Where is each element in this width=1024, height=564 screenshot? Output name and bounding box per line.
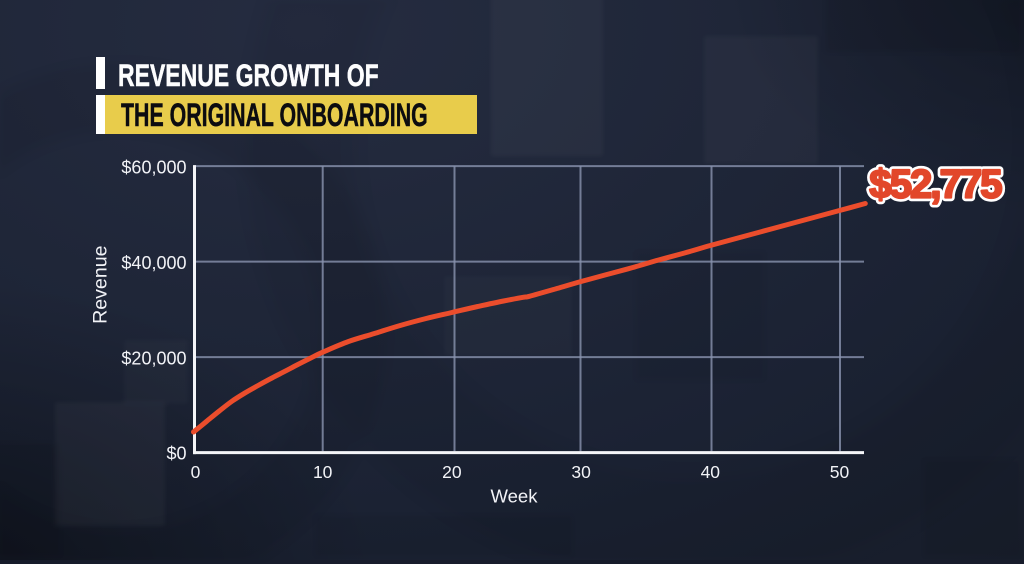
svg-text:$52,775: $52,775 [869,163,1002,207]
svg-text:20: 20 [442,462,462,482]
svg-text:40: 40 [701,462,721,482]
svg-text:$60,000: $60,000 [121,158,186,178]
svg-text:$20,000: $20,000 [121,349,186,369]
svg-text:50: 50 [830,462,850,482]
svg-text:$0: $0 [166,444,186,464]
svg-text:$40,000: $40,000 [121,253,186,273]
svg-text:30: 30 [571,462,591,482]
svg-text:Week: Week [491,486,539,507]
svg-text:10: 10 [313,462,333,482]
svg-text:Revenue: Revenue [90,245,112,324]
svg-text:$52,775: $52,775 [869,163,1002,207]
svg-text:0: 0 [191,462,201,482]
